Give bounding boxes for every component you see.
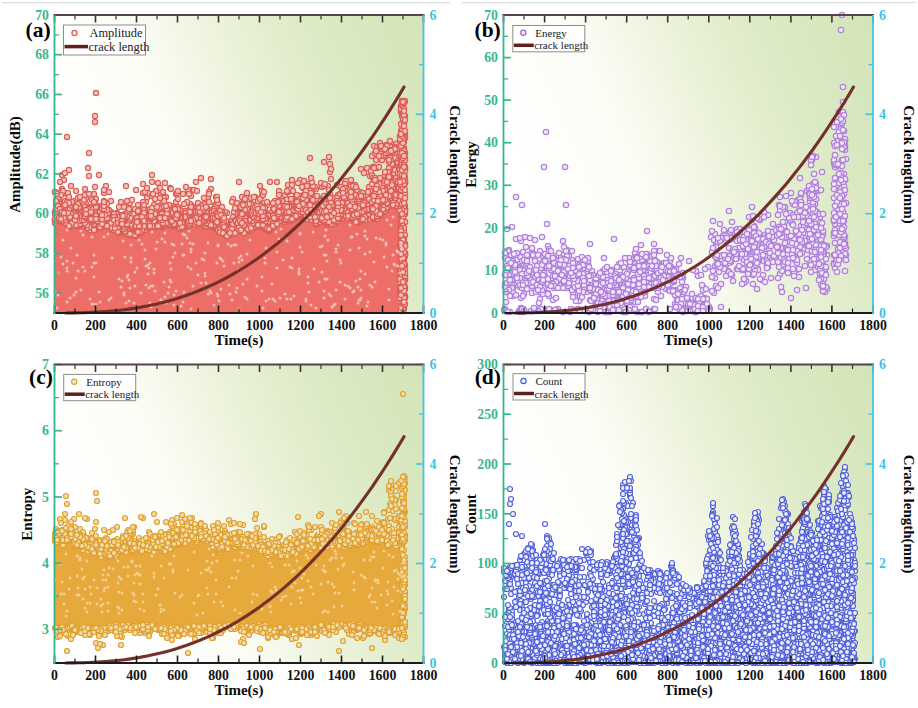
- svg-text:30: 30: [484, 178, 498, 193]
- svg-text:200: 200: [534, 668, 555, 683]
- svg-text:Entropy: Entropy: [20, 487, 36, 541]
- svg-text:4: 4: [879, 107, 886, 122]
- svg-text:Count: Count: [463, 494, 479, 534]
- svg-text:64: 64: [35, 127, 49, 142]
- svg-text:40: 40: [484, 135, 498, 150]
- svg-text:60: 60: [484, 50, 498, 65]
- svg-text:600: 600: [167, 318, 188, 333]
- svg-text:2: 2: [879, 206, 886, 221]
- svg-text:10: 10: [484, 263, 498, 278]
- svg-text:20: 20: [484, 221, 498, 236]
- svg-text:0: 0: [51, 668, 58, 683]
- svg-text:56: 56: [35, 286, 49, 301]
- svg-text:60: 60: [35, 206, 49, 221]
- svg-text:1600: 1600: [818, 318, 846, 333]
- svg-text:150: 150: [477, 507, 498, 522]
- svg-text:(b): (b): [475, 18, 501, 42]
- svg-text:62: 62: [35, 167, 49, 182]
- svg-text:1200: 1200: [287, 318, 315, 333]
- svg-text:400: 400: [575, 668, 596, 683]
- svg-text:2: 2: [879, 556, 886, 571]
- svg-text:6: 6: [879, 357, 886, 372]
- svg-text:400: 400: [126, 318, 147, 333]
- svg-text:250: 250: [477, 407, 498, 422]
- svg-text:1600: 1600: [369, 668, 397, 683]
- svg-text:1400: 1400: [777, 668, 805, 683]
- svg-text:50: 50: [484, 606, 498, 621]
- svg-text:0: 0: [491, 656, 498, 671]
- svg-text:1400: 1400: [777, 318, 805, 333]
- svg-text:crack length: crack length: [534, 39, 589, 51]
- svg-text:400: 400: [575, 318, 596, 333]
- svg-text:Crack length(mm): Crack length(mm): [446, 455, 463, 574]
- svg-text:200: 200: [534, 318, 555, 333]
- svg-text:200: 200: [477, 457, 498, 472]
- svg-text:Time(s): Time(s): [215, 332, 264, 349]
- svg-text:4: 4: [879, 457, 886, 472]
- svg-text:1800: 1800: [410, 668, 438, 683]
- svg-text:1800: 1800: [859, 318, 887, 333]
- svg-text:(c): (c): [29, 365, 53, 389]
- svg-text:crack length: crack length: [535, 388, 590, 400]
- svg-text:2: 2: [430, 556, 437, 571]
- svg-text:600: 600: [616, 318, 637, 333]
- svg-text:Entropy: Entropy: [86, 376, 122, 388]
- svg-text:50: 50: [484, 93, 498, 108]
- svg-text:4: 4: [42, 556, 49, 571]
- svg-text:6: 6: [879, 8, 886, 23]
- svg-text:400: 400: [126, 668, 147, 683]
- svg-text:Amplitude: Amplitude: [90, 26, 143, 40]
- svg-text:(d): (d): [475, 365, 501, 389]
- svg-text:2: 2: [430, 206, 437, 221]
- svg-text:68: 68: [35, 47, 49, 62]
- svg-text:6: 6: [430, 8, 437, 23]
- svg-text:200: 200: [85, 318, 106, 333]
- svg-text:Time(s): Time(s): [664, 332, 713, 349]
- svg-text:5: 5: [42, 490, 49, 505]
- svg-text:1800: 1800: [410, 318, 438, 333]
- svg-text:0: 0: [491, 306, 498, 321]
- svg-text:Energy: Energy: [535, 27, 567, 39]
- svg-text:0: 0: [500, 668, 507, 683]
- svg-text:crack length: crack length: [85, 388, 140, 400]
- svg-text:Amplitude(dB): Amplitude(dB): [7, 116, 24, 213]
- svg-text:1200: 1200: [287, 668, 315, 683]
- svg-text:0: 0: [51, 318, 58, 333]
- svg-text:1200: 1200: [736, 668, 764, 683]
- svg-text:4: 4: [430, 107, 437, 122]
- svg-text:66: 66: [35, 87, 49, 102]
- svg-text:1600: 1600: [369, 318, 397, 333]
- svg-text:200: 200: [85, 668, 106, 683]
- svg-text:Count: Count: [536, 375, 563, 387]
- svg-text:(a): (a): [26, 18, 51, 42]
- svg-text:crack length: crack length: [89, 40, 151, 54]
- svg-text:1400: 1400: [328, 668, 356, 683]
- svg-text:6: 6: [430, 357, 437, 372]
- svg-text:Time(s): Time(s): [215, 682, 264, 699]
- svg-text:600: 600: [616, 668, 637, 683]
- svg-text:4: 4: [430, 457, 437, 472]
- svg-text:Energy: Energy: [463, 141, 479, 188]
- svg-text:600: 600: [167, 668, 188, 683]
- svg-text:Crack length(mm): Crack length(mm): [900, 455, 917, 574]
- svg-text:58: 58: [35, 246, 49, 261]
- svg-text:1400: 1400: [328, 318, 356, 333]
- svg-text:Crack length(mm): Crack length(mm): [446, 105, 463, 224]
- svg-text:Time(s): Time(s): [664, 682, 713, 699]
- svg-text:Crack length(mm): Crack length(mm): [900, 105, 917, 224]
- svg-text:6: 6: [42, 423, 49, 438]
- svg-text:1200: 1200: [736, 318, 764, 333]
- svg-text:3: 3: [42, 622, 49, 637]
- svg-text:1600: 1600: [818, 668, 846, 683]
- svg-text:0: 0: [500, 318, 507, 333]
- svg-text:100: 100: [477, 556, 498, 571]
- svg-text:1800: 1800: [859, 668, 887, 683]
